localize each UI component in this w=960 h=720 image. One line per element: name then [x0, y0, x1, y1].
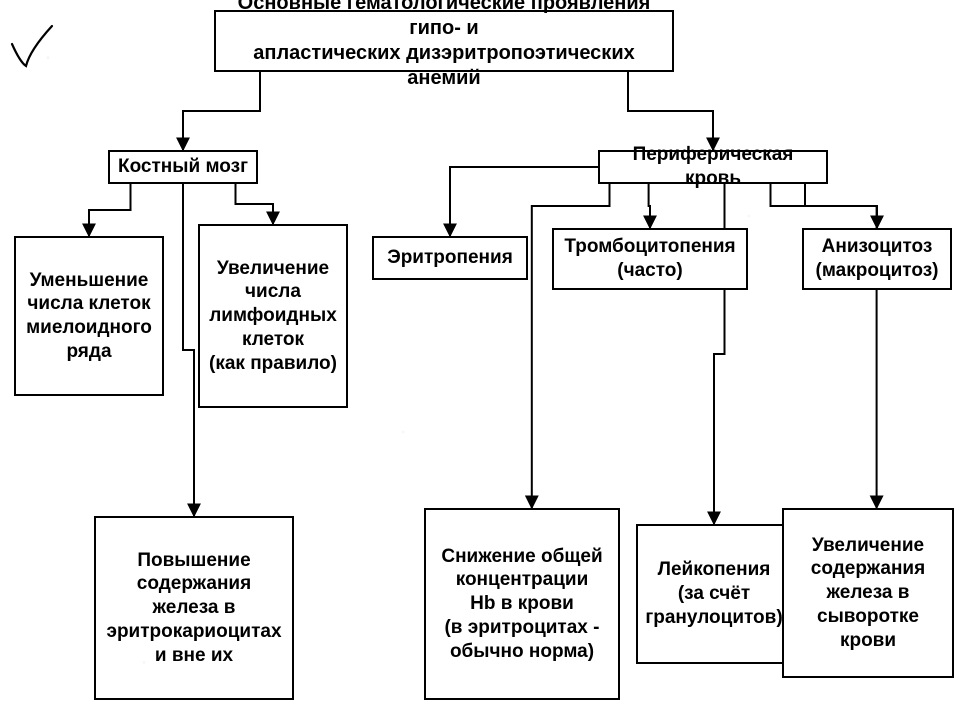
node-thrombocytopenia: Тромбоцитопения(часто)	[552, 228, 748, 290]
node-label: Тромбоцитопения(часто)	[564, 235, 735, 283]
node-label: Костный мозг	[118, 155, 248, 179]
node-label: Анизоцитоз(макроцитоз)	[816, 235, 939, 283]
node-label: Снижение общейконцентрацииHb в крови(в э…	[441, 545, 602, 664]
node-myeloid-decrease: Уменьшениечисла клетокмиелоидногоряда	[14, 236, 164, 396]
node-anisocytosis: Анизоцитоз(макроцитоз)	[802, 228, 952, 290]
node-label: Повышениесодержанияжелеза вэритрокариоци…	[106, 549, 281, 668]
node-label: Эритропения	[387, 246, 513, 270]
node-bone-marrow: Костный мозг	[108, 150, 258, 184]
node-label: Лейкопения(за счётгранулоцитов)	[645, 558, 782, 629]
node-label: Уменьшениечисла клетокмиелоидногоряда	[26, 269, 152, 364]
node-label: Увеличениечислалимфоидныхклеток(как прав…	[209, 257, 337, 376]
title-text: Основные гематологические проявления гип…	[222, 0, 666, 91]
node-leukopenia: Лейкопения(за счётгранулоцитов)	[636, 524, 792, 664]
node-lymphoid-increase: Увеличениечислалимфоидныхклеток(как прав…	[198, 224, 348, 408]
node-hb-decrease: Снижение общейконцентрацииHb в крови(в э…	[424, 508, 620, 700]
node-iron-erythrokaryocytes: Повышениесодержанияжелеза вэритрокариоци…	[94, 516, 294, 700]
node-label: Периферическая кровь	[606, 143, 820, 191]
handwritten-check-icon	[6, 20, 60, 74]
node-serum-iron-increase: Увеличениесодержанияжелеза всыворотке кр…	[782, 508, 954, 678]
title-box: Основные гематологические проявления гип…	[214, 10, 674, 72]
node-erythropenia: Эритропения	[372, 236, 528, 280]
node-label: Увеличениесодержанияжелеза всыворотке кр…	[790, 534, 946, 653]
node-peripheral-blood: Периферическая кровь	[598, 150, 828, 184]
